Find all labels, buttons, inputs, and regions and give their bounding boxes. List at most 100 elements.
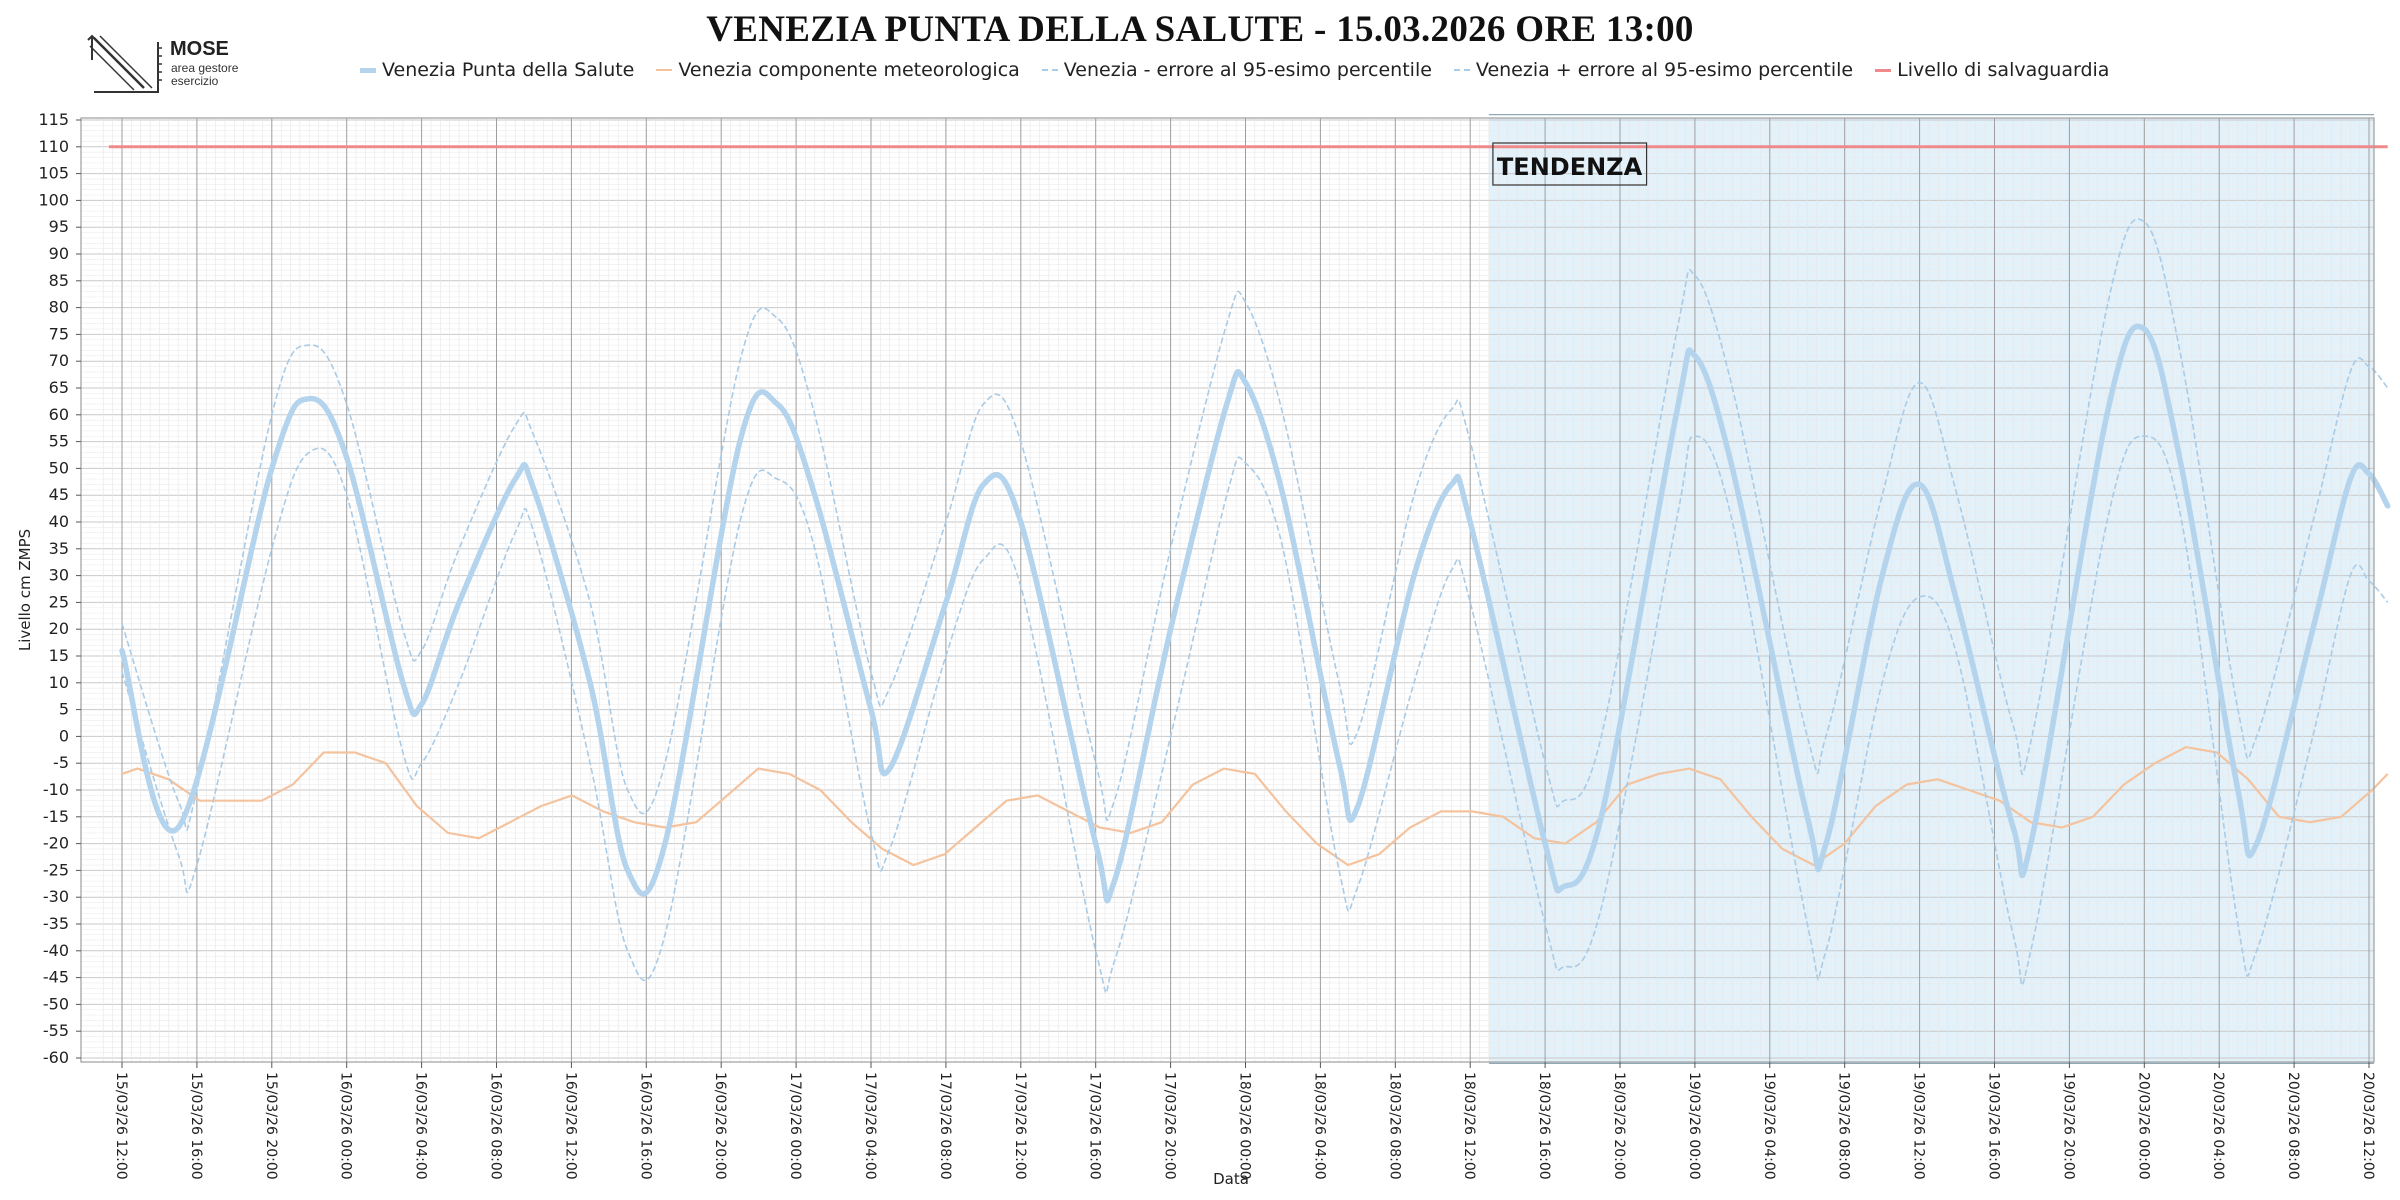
- x-axis-label: Data: [1213, 1170, 1249, 1188]
- x-tick-label: 19/03/26 08:00: [1836, 1072, 1852, 1180]
- mose-emblem-icon: [87, 34, 162, 93]
- brand-subtitle-line2: esercizio: [171, 74, 219, 88]
- y-tick-label: 5: [59, 700, 69, 719]
- series-line-main: [119, 323, 2391, 904]
- legend-swatch: [1041, 69, 1058, 71]
- y-tick-label: 40: [49, 512, 69, 531]
- x-tick-label: 15/03/26 16:00: [188, 1072, 204, 1180]
- y-tick-label: -35: [43, 914, 69, 933]
- y-tick-label: 100: [38, 190, 69, 209]
- y-tick-label: -15: [43, 807, 69, 826]
- x-tick-label: 16/03/26 16:00: [637, 1072, 653, 1180]
- y-tick-label: -50: [43, 994, 69, 1013]
- legend-label: Venezia componente meteorologica: [678, 59, 1020, 81]
- y-tick-label: -30: [43, 887, 69, 906]
- x-tick-label: 15/03/26 12:00: [113, 1072, 129, 1180]
- mose-logo: MOSE area gestore esercizio: [86, 32, 256, 98]
- y-tick-label: -55: [43, 1021, 69, 1040]
- y-tick-label: 10: [49, 673, 69, 692]
- x-tick-label: 17/03/26 16:00: [1087, 1072, 1103, 1180]
- y-axis-label: Livello cm ZMPS: [16, 529, 34, 651]
- y-tick-label: 45: [49, 485, 69, 504]
- y-tick-label: 55: [49, 432, 69, 451]
- y-tick-label: -5: [53, 753, 69, 772]
- x-tick-label: 20/03/26 12:00: [2360, 1072, 2376, 1180]
- x-tick-label: 20/03/26 00:00: [2135, 1072, 2151, 1180]
- series-line-meteo: [121, 745, 2389, 867]
- legend-swatch: [1453, 69, 1470, 71]
- y-tick-label: 95: [49, 217, 69, 236]
- plot-frame: [80, 117, 2375, 1063]
- x-tick-label: 18/03/26 16:00: [1536, 1072, 1552, 1180]
- x-tick-label: 19/03/26 04:00: [1761, 1072, 1777, 1180]
- y-tick-label: -10: [43, 780, 69, 799]
- x-tick-label: 19/03/26 00:00: [1686, 1072, 1702, 1180]
- legend-label: Venezia - errore al 95-esimo percentile: [1063, 59, 1432, 81]
- y-tick-label: 60: [49, 405, 69, 424]
- x-tick-label: 17/03/26 20:00: [1162, 1072, 1178, 1180]
- x-tick-label: 20/03/26 04:00: [2210, 1072, 2226, 1180]
- x-tick-label: 18/03/26 20:00: [1611, 1072, 1627, 1180]
- series-line-minus-error: [121, 435, 2389, 994]
- x-tick-label: 15/03/26 20:00: [263, 1072, 279, 1180]
- x-tick-label: 18/03/26 04:00: [1311, 1072, 1327, 1180]
- x-tick-label: 18/03/26 08:00: [1386, 1072, 1402, 1180]
- y-tick-label: 90: [49, 244, 69, 263]
- y-tick-label: 25: [49, 592, 69, 611]
- legend-item: Venezia + errore al 95-esimo percentile: [1453, 59, 1854, 81]
- y-tick-label: 50: [49, 458, 69, 477]
- brand-name: MOSE: [170, 38, 229, 60]
- y-tick-label: 115: [38, 110, 69, 129]
- x-tick-label: 18/03/26 00:00: [1237, 1072, 1253, 1180]
- y-tick-label: -40: [43, 941, 69, 960]
- x-tick-label: 16/03/26 08:00: [488, 1072, 504, 1180]
- chart-header: MOSE area gestore esercizio VENEZIA PUNT…: [0, 0, 2400, 110]
- y-tick-label: -60: [43, 1048, 69, 1067]
- y-tick-label: 30: [49, 566, 69, 585]
- x-tick-label: 19/03/26 16:00: [1986, 1072, 2002, 1180]
- legend-label: Venezia + errore al 95-esimo percentile: [1475, 59, 1854, 81]
- chart-title: VENEZIA PUNTA DELLA SALUTE - 15.03.2026 …: [706, 9, 1694, 50]
- chart-legend: Venezia Punta della Salute Venezia compon…: [360, 58, 2131, 82]
- x-tick-label: 16/03/26 20:00: [712, 1072, 728, 1180]
- y-tick-label: 20: [49, 619, 69, 638]
- y-tick-label: 110: [38, 137, 69, 156]
- brand-subtitle-line1: area gestore: [171, 61, 239, 75]
- tendenza-box: [1492, 142, 1648, 186]
- legend-item: Venezia componente meteorologica: [656, 59, 1020, 81]
- legend-item: Livello di salvaguardia: [1875, 59, 2109, 81]
- x-tick-label: 16/03/26 04:00: [413, 1072, 429, 1180]
- y-tick-label: 65: [49, 378, 69, 397]
- x-tick-label: 20/03/26 08:00: [2285, 1072, 2301, 1180]
- legend-swatch: [360, 67, 376, 73]
- legend-swatch: [656, 69, 673, 71]
- y-tick-label: 80: [49, 298, 69, 317]
- x-tick-label: 17/03/26 04:00: [862, 1072, 878, 1180]
- y-tick-label: 35: [49, 539, 69, 558]
- legend-swatch: [1875, 68, 1892, 72]
- legend-label: Livello di salvaguardia: [1897, 59, 2110, 81]
- legend-item: Venezia - errore al 95-esimo percentile: [1041, 59, 1432, 81]
- x-tick-label: 16/03/26 00:00: [338, 1072, 354, 1180]
- x-tick-label: 19/03/26 20:00: [2060, 1072, 2076, 1180]
- y-tick-label: -25: [43, 860, 69, 879]
- x-tick-label: 17/03/26 08:00: [937, 1072, 953, 1180]
- y-tick-label: 0: [59, 726, 69, 745]
- x-tick-label: 17/03/26 12:00: [1012, 1072, 1028, 1180]
- y-tick-label: 15: [49, 646, 69, 665]
- y-tick-label: 70: [49, 351, 69, 370]
- x-tick-label: 18/03/26 12:00: [1461, 1072, 1477, 1180]
- tendenza-label: TENDENZA: [1497, 153, 1643, 181]
- y-tick-label: 85: [49, 271, 69, 290]
- legend-label: Venezia Punta della Salute: [382, 59, 635, 81]
- x-tick-label: 17/03/26 00:00: [787, 1072, 803, 1180]
- y-tick-label: -45: [43, 968, 69, 987]
- x-tick-label: 16/03/26 12:00: [562, 1072, 578, 1180]
- legend-item: Venezia Punta della Salute: [360, 59, 634, 81]
- series-line-plus-error: [121, 218, 2389, 831]
- y-tick-label: -20: [43, 834, 69, 853]
- y-tick-label: 75: [49, 324, 69, 343]
- x-tick-label: 19/03/26 12:00: [1911, 1072, 1927, 1180]
- y-tick-label: 105: [38, 164, 69, 183]
